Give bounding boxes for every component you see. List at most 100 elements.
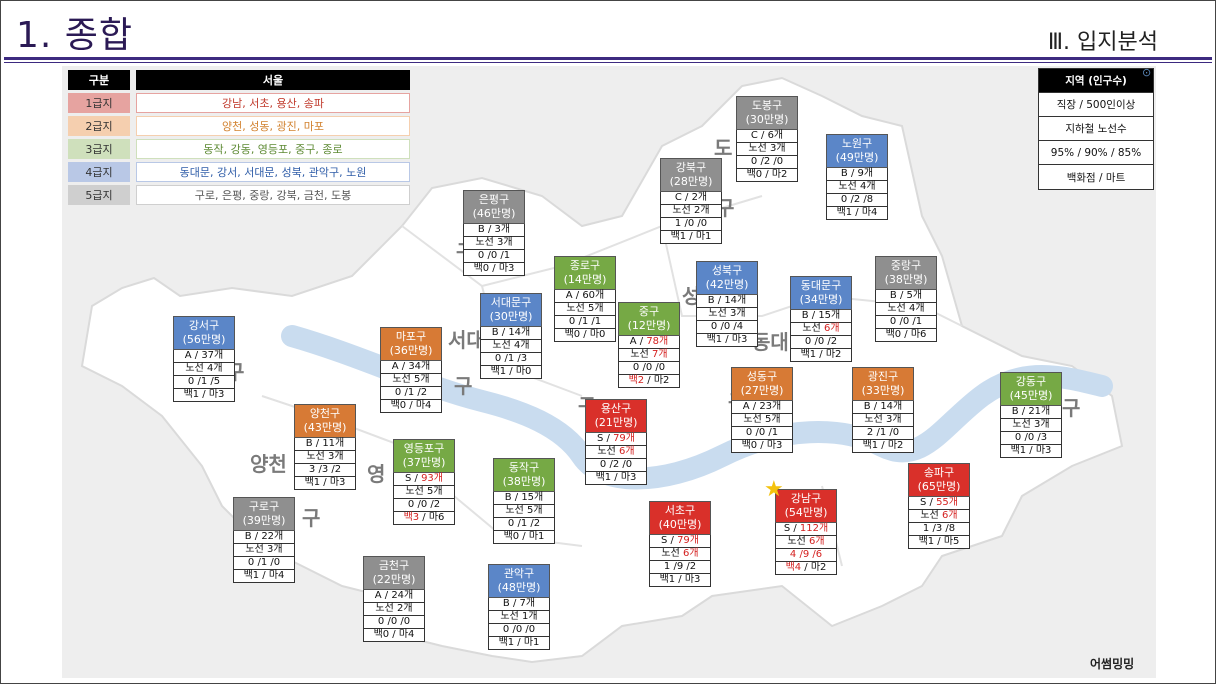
district-stat-row: 백1 / 마2 [852,440,914,453]
map-label: 구 [454,374,473,398]
district-stat-row: 3 /3 /2 [294,464,356,477]
district-stat-text: 노선 2개 [375,603,413,614]
district-population: (49만명) [835,151,879,164]
district-stat-text: 1 /0 /0 [674,218,708,229]
header-divider-thin [4,62,1212,63]
district-name: 강동구 [1015,375,1047,388]
legend-areas: 구로, 은평, 중랑, 강북, 금천, 도봉 [136,185,410,205]
search-icon[interactable]: ⊙ [1142,66,1152,79]
district-header: 양천구 (43만명) [294,404,356,438]
district-card-yeongdeungpo: 영등포구 (37만명) S / 93개 노선 5개 0 /0 /2 백3 / 마6 [393,439,455,525]
district-stat-row: 0 /0 /2 [790,336,852,349]
district-population: (40만명) [658,518,702,531]
district-stat-text: 노선 3개 [748,143,786,154]
district-population: (54만명) [784,506,828,519]
district-stat-row: 백0 / 마4 [363,629,425,642]
legend-row: 5급지 구로, 은평, 중랑, 강북, 금천, 도봉 [68,185,410,205]
district-name: 강북구 [675,161,707,174]
district-stat-row: 0 /1 /0 [233,557,295,570]
district-name: 마포구 [395,330,427,343]
district-stat-text: 55개 [936,497,958,508]
district-header: 서대문구 (30만명) [480,293,542,327]
district-stat-text: 0 /0 /1 [745,427,779,438]
district-stat-row: 0 /0 /4 [696,321,758,334]
district-stat-text: 백1 / 마3 [304,477,346,488]
district-card-dongjak: 동작구 (38만명) B / 15개 노선 5개 0 /1 /2 백0 / 마1 [493,458,555,544]
district-stat-row: 노선 3개 [852,414,914,427]
district-stat-text: 4 /9 /6 [789,549,823,560]
district-population: (43만명) [303,421,347,434]
district-stat-row: B / 15개 [493,492,555,505]
district-stat-row: 노선 6개 [790,323,852,336]
district-stat-text: 노선 [802,323,825,334]
star-icon: ★ [764,477,784,502]
district-stat-text: 백1 / 마4 [836,207,878,218]
district-stat-text: 노선 3개 [245,544,283,555]
district-population: (48만명) [497,581,541,594]
district-stat-text: A / [629,336,647,347]
district-stat-row: 노선 3개 [696,308,758,321]
district-stat-row: 노선 1개 [488,611,550,624]
district-stat-text: 백0 / 마0 [564,329,606,340]
district-stat-text: 78개 [646,336,669,347]
district-population: (38만명) [884,273,928,286]
district-stat-row: 0 /0 /2 [393,499,455,512]
district-stat-row: B / 14개 [852,401,914,414]
district-stat-text: 백1 / 마2 [862,440,904,451]
district-stat-text: 0 /0 /0 [632,362,666,373]
district-header: 강동구 (45만명) [1000,372,1062,406]
district-name: 종로구 [569,259,601,272]
district-card-geumcheon: 금천구 (22만명) A / 24개 노선 2개 0 /0 /0 백0 / 마4 [363,556,425,642]
district-stat-text: 백3 [403,512,420,523]
district-stat-row: 백1 / 마3 [696,334,758,347]
district-stat-text: 0 /0 /0 [502,624,536,635]
district-stat-row: B / 7개 [488,598,550,611]
district-stat-text: 7개 [652,349,668,360]
district-header: 성동구 (27만명) [731,367,793,401]
district-stat-row: 0 /2 /0 [585,459,647,472]
grade-legend: 구분 서울 1급지 강남, 서초, 용산, 송파 2급지 양천, 성동, 광진, 마포… [68,70,410,208]
district-header: 종로구 (14만명) [554,256,616,290]
district-stat-text: 노선 [920,510,943,521]
district-stat-row: 0 /1 /2 [493,518,555,531]
district-header: 강남구 (54만명) [775,489,837,523]
district-stat-row: B / 5개 [875,290,937,303]
district-header: 도봉구 (30만명) [736,96,798,130]
district-stat-text: S / [919,497,937,508]
district-header: 노원구 (49만명) [826,134,888,168]
district-stat-row: 0 /1 /5 [173,376,235,389]
district-stat-row: 노선 6개 [649,548,711,561]
district-stat-text: 79개 [613,433,635,444]
district-stat-row: 백1 / 마3 [1000,445,1062,458]
district-stat-text: 3 /3 /2 [308,464,342,475]
district-card-seodaemun: 서대문구 (30만명) B / 14개 노선 4개 0 /1 /3 백1 / 마0 [480,293,542,379]
district-stat-row: 노선 3개 [1000,419,1062,432]
district-stat-text: B / 14개 [863,401,903,412]
district-header: 강북구 (28만명) [660,158,722,192]
district-stat-text: 백4 [785,562,802,573]
district-stat-row: 백0 / 마2 [736,169,798,182]
district-name: 강남구 [790,492,822,505]
district-stat-text: 백0 / 마6 [885,329,927,340]
district-name: 동작구 [508,461,540,474]
district-population: (65만명) [917,480,961,493]
district-stat-text: 백1 / 마5 [918,536,960,547]
district-stat-text: 0 /1 /2 [394,387,428,398]
district-stat-text: 6개 [942,510,958,521]
district-population: (39만명) [242,514,286,527]
district-name: 용산구 [600,402,632,415]
district-stat-row: 0 /1 /3 [480,353,542,366]
district-population: (27만명) [740,384,784,397]
district-header: 동작구 (38만명) [493,458,555,492]
district-stat-text: 백1 / 마3 [595,472,637,483]
district-stat-text: B / 15개 [801,310,841,321]
district-card-seocho: 서초구 (40만명) S / 79개 노선 6개 1 /9 /2 백1 / 마3 [649,501,711,587]
district-stat-text: 노선 5개 [566,303,604,314]
district-stat-row: 0 /0 /3 [1000,432,1062,445]
district-population: (22만명) [372,573,416,586]
district-stat-row: A / 78개 [618,336,680,349]
district-stat-row: B / 15개 [790,310,852,323]
legend-areas: 양천, 성동, 광진, 마포 [136,116,410,136]
district-name: 양천구 [309,407,341,420]
card-key-header: 지역 (인구수) [1039,69,1153,93]
